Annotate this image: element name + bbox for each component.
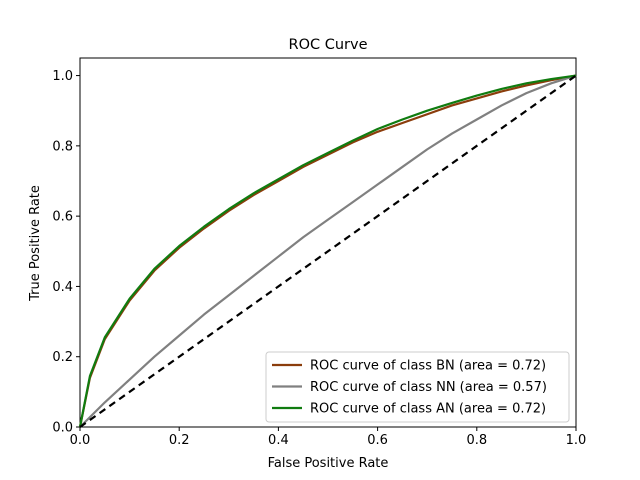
x-axis-label: False Positive Rate: [268, 456, 389, 471]
x-tick-label: 0.0: [70, 433, 91, 448]
x-tick-label: 0.8: [466, 433, 487, 448]
x-tick-label: 1.0: [566, 433, 587, 448]
x-tick-label: 0.4: [268, 433, 289, 448]
legend-box: [265, 351, 570, 423]
y-tick-label: 0.8: [52, 139, 73, 154]
series-line-0: [78, 74, 577, 428]
y-axis-label: True Positive Rate: [28, 185, 43, 302]
y-tick-label: 0.6: [52, 210, 73, 225]
legend-label: ROC curve of class BN (area = 0.72): [310, 359, 546, 374]
y-tick-label: 0.0: [52, 421, 73, 436]
legend-label: ROC curve of class NN (area = 0.57): [310, 380, 547, 395]
reference-diagonal-line: [79, 74, 577, 428]
x-tick-label: 0.6: [367, 433, 388, 448]
y-tick-label: 0.4: [52, 280, 73, 295]
x-tick-label: 0.2: [169, 433, 190, 448]
legend-label: ROC curve of class AN (area = 0.72): [310, 402, 546, 417]
axes-frame: [79, 57, 577, 428]
legend: ROC curve of class BN (area = 0.72) ROC c…: [265, 351, 570, 423]
chart-title: ROC Curve: [289, 37, 368, 53]
y-tick-label: 1.0: [52, 69, 73, 84]
y-tick-label: 0.2: [52, 350, 73, 365]
series-line-2: [78, 74, 577, 428]
series-line-1: [79, 74, 577, 428]
plot-area: 0.0 0.2 0.4 0.6 0.8 1.0 0.0 0.2 0.4 0.6 0.8 1.0: [52, 57, 587, 448]
